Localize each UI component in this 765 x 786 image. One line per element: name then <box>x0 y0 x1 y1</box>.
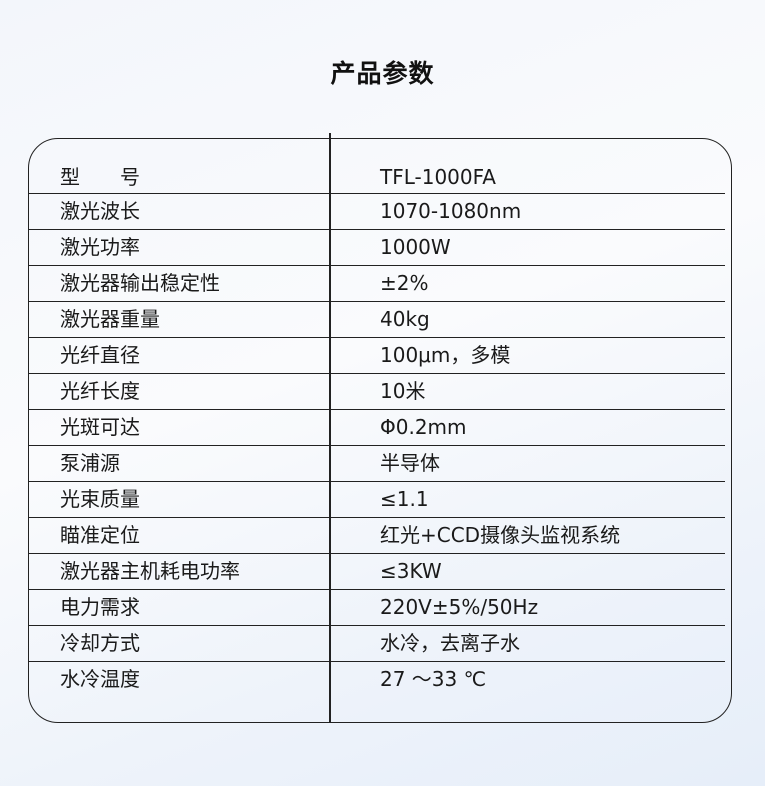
table-row: 光斑可达 Φ0.2mm <box>28 409 725 446</box>
table-row: 冷却方式 水冷，去离子水 <box>28 625 725 662</box>
table-row: 激光器重量 40kg <box>28 301 725 338</box>
table-row: 激光器输出稳定性 ±2% <box>28 265 725 302</box>
page-title: 产品参数 <box>330 59 435 88</box>
spec-label: 瞄准定位 <box>60 523 140 547</box>
table-row: 泵浦源 半导体 <box>28 445 725 482</box>
spec-label: 冷却方式 <box>60 631 140 655</box>
spec-table-frame <box>28 138 732 723</box>
spec-value: ±2% <box>380 271 429 295</box>
spec-value: 红光+CCD摄像头监视系统 <box>380 523 621 547</box>
spec-value: 10米 <box>380 379 426 403</box>
spec-value: 27 ～33 ℃ <box>380 667 487 691</box>
table-row: 水冷温度 27 ～33 ℃ <box>28 661 725 697</box>
spec-value: 100μm，多模 <box>380 343 511 367</box>
spec-value: 半导体 <box>380 451 440 475</box>
table-row: 电力需求 220V±5%/50Hz <box>28 589 725 626</box>
spec-value: Φ0.2mm <box>380 415 467 439</box>
spec-label: 光纤长度 <box>60 379 140 403</box>
table-row: 瞄准定位 红光+CCD摄像头监视系统 <box>28 517 725 554</box>
table-row: 型 号 TFL-1000FA <box>28 158 725 194</box>
spec-label: 光束质量 <box>60 487 140 511</box>
table-row: 光纤长度 10米 <box>28 373 725 410</box>
spec-label: 电力需求 <box>60 595 140 619</box>
spec-value: 40kg <box>380 307 430 331</box>
spec-label: 激光器主机耗电功率 <box>60 559 240 583</box>
table-row: 光束质量 ≤1.1 <box>28 481 725 518</box>
spec-value: ≤1.1 <box>380 487 429 511</box>
spec-value: TFL-1000FA <box>380 165 496 189</box>
spec-value: ≤3KW <box>380 559 442 583</box>
spec-value: 1000W <box>380 235 451 259</box>
spec-label: 泵浦源 <box>60 451 120 475</box>
spec-label: 光纤直径 <box>60 343 140 367</box>
spec-label: 激光功率 <box>60 235 140 259</box>
spec-label: 光斑可达 <box>60 415 140 439</box>
spec-label: 水冷温度 <box>60 667 140 691</box>
table-row: 光纤直径 100μm，多模 <box>28 337 725 374</box>
spec-label: 激光器重量 <box>60 307 160 331</box>
table-row: 激光器主机耗电功率 ≤3KW <box>28 553 725 590</box>
column-divider <box>329 133 331 723</box>
spec-value: 1070-1080nm <box>380 199 522 223</box>
spec-label: 激光器输出稳定性 <box>60 271 220 295</box>
spec-value: 水冷，去离子水 <box>380 631 520 655</box>
table-row: 激光波长 1070-1080nm <box>28 193 725 230</box>
spec-label: 激光波长 <box>60 199 140 223</box>
spec-value: 220V±5%/50Hz <box>380 595 539 619</box>
spec-label: 型 号 <box>60 165 140 189</box>
table-row: 激光功率 1000W <box>28 229 725 266</box>
